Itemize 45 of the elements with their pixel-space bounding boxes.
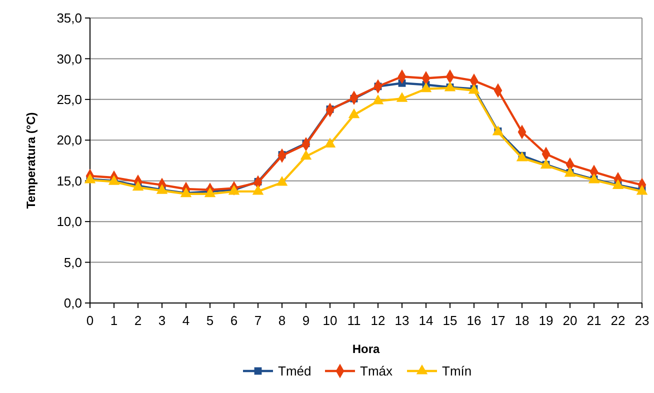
x-tick-label: 11 <box>347 313 361 328</box>
y-tick-label: 0,0 <box>64 296 82 311</box>
x-tick-label: 14 <box>418 313 434 328</box>
point <box>420 82 432 92</box>
x-tick-label: 1 <box>110 313 118 328</box>
point <box>300 150 312 160</box>
x-tick-label: 0 <box>86 313 94 328</box>
point <box>372 94 384 104</box>
x-tick-label: 21 <box>586 313 602 328</box>
x-tick-label: 9 <box>302 313 310 328</box>
x-tick-label: 10 <box>322 313 338 328</box>
x-tick-label: 19 <box>538 313 554 328</box>
x-tick-label: 4 <box>182 313 190 328</box>
x-tick-label: 17 <box>490 313 506 328</box>
x-tick-label: 23 <box>634 313 650 328</box>
x-tick-label: 6 <box>230 313 238 328</box>
x-tick-label: 18 <box>514 313 530 328</box>
x-tick-label: 3 <box>158 313 166 328</box>
y-tick-label: 20,0 <box>56 132 82 148</box>
y-tick-label: 25,0 <box>56 92 82 107</box>
y-tick-label: 5,0 <box>64 254 82 270</box>
x-tick-label: 12 <box>370 313 386 328</box>
point <box>252 184 264 195</box>
point <box>348 108 360 118</box>
legend-label: Tmín <box>442 364 472 379</box>
y-tick-label: 35,0 <box>56 10 82 26</box>
x-axis-title: Hora <box>352 342 380 356</box>
y-tick-label: 15,0 <box>56 173 82 188</box>
legend-label: Tmáx <box>360 364 393 379</box>
point <box>396 92 408 102</box>
y-axis-title: Temperatura (°C) <box>24 112 38 209</box>
legend-label: Tméd <box>278 364 312 379</box>
y-tick-label: 10,0 <box>56 214 82 230</box>
x-tick-label: 15 <box>442 313 458 328</box>
x-tick-label: 8 <box>278 313 286 328</box>
x-tick-label: 5 <box>206 313 214 328</box>
x-tick-label: 22 <box>610 313 626 328</box>
point <box>276 176 288 186</box>
x-tick-label: 20 <box>562 313 578 328</box>
point <box>324 138 336 148</box>
x-tick-label: 2 <box>134 313 142 328</box>
x-tick-label: 7 <box>254 313 262 328</box>
x-tick-label: 13 <box>394 313 410 328</box>
x-tick-label: 16 <box>466 313 482 328</box>
y-tick-label: 30,0 <box>56 51 82 66</box>
